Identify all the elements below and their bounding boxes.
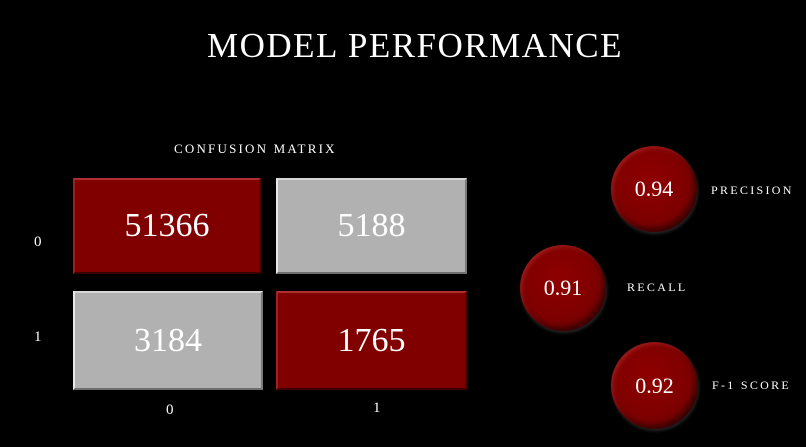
f1-score-value: 0.92 <box>635 372 674 398</box>
precision-value: 0.94 <box>634 176 674 201</box>
f1-score-circle: 0.92 <box>611 342 698 429</box>
matrix-cell-value: 5188 <box>337 207 406 244</box>
matrix-cell-value: 51366 <box>124 207 210 244</box>
f1-score-label: F-1 SCORE <box>712 378 792 392</box>
page-title: MODEL PERFORMANCE <box>206 26 624 65</box>
matrix-cell-true-negative: 51366 <box>73 178 261 274</box>
matrix-cell-value: 3184 <box>134 321 202 359</box>
matrix-cell-false-positive: 5188 <box>276 178 467 274</box>
matrix-col-label-0: 0 <box>166 402 174 418</box>
matrix-cell-value: 1765 <box>337 321 406 359</box>
recall-label: RECALL <box>627 280 688 294</box>
matrix-row-label-0: 0 <box>34 234 42 250</box>
confusion-matrix-label: CONFUSION MATRIX <box>174 141 337 156</box>
matrix-cell-true-positive: 1765 <box>276 291 467 390</box>
matrix-cell-false-negative: 3184 <box>73 291 263 390</box>
recall-value: 0.91 <box>543 275 583 300</box>
matrix-row-label-1: 1 <box>34 329 42 345</box>
precision-circle: 0.94 <box>611 146 697 232</box>
recall-circle: 0.91 <box>520 245 606 331</box>
matrix-col-label-1: 1 <box>373 400 381 416</box>
precision-label: PRECISION <box>711 183 794 197</box>
